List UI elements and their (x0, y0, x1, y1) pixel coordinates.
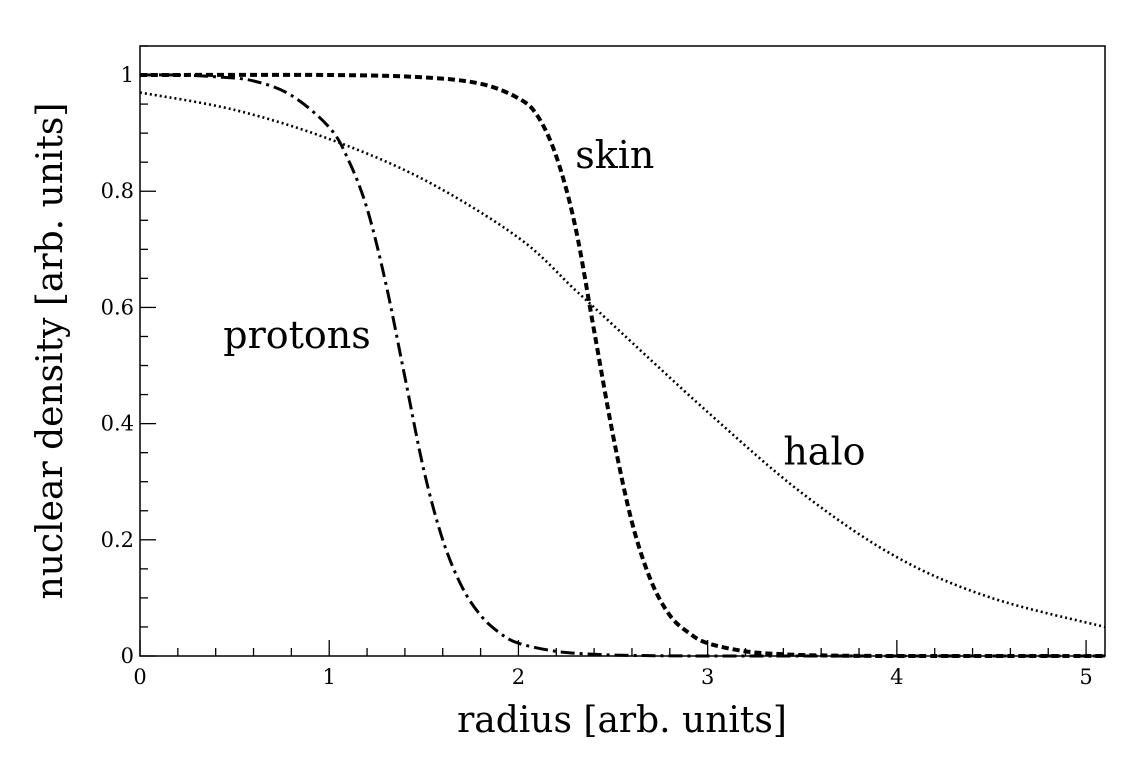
y-tick-label: 0.4 (101, 412, 134, 436)
annotation-protons: protons (223, 313, 370, 357)
x-tick-label: 1 (323, 665, 336, 689)
x-tick-label: 2 (512, 665, 525, 689)
data-series (139, 72, 1106, 659)
annotation-skin: skin (575, 133, 654, 177)
axis-tick-labels: 0 1 2 3 4 5 0 0.2 0.4 0.6 0.8 1 (101, 63, 1093, 689)
curve-annotations: skin protons halo (223, 133, 865, 473)
x-tick-label: 0 (133, 665, 146, 689)
series-line-halo (139, 91, 1106, 629)
x-tick-label: 5 (1079, 665, 1092, 689)
x-axis-title: radius [arb. units] (457, 700, 787, 741)
x-tick-label: 4 (890, 665, 903, 689)
annotation-halo: halo (783, 429, 865, 473)
y-tick-label: 0.8 (101, 179, 134, 203)
y-tick-label: 0.2 (101, 528, 134, 552)
series-line-skin (139, 72, 1106, 659)
y-axis-title: nuclear density [arb. units] (30, 103, 71, 600)
y-tick-label: 1 (121, 63, 134, 87)
y-tick-label: 0 (121, 644, 134, 668)
series-line-protons (139, 73, 1105, 658)
y-tick-label: 0.6 (101, 295, 134, 319)
x-tick-label: 3 (701, 665, 714, 689)
